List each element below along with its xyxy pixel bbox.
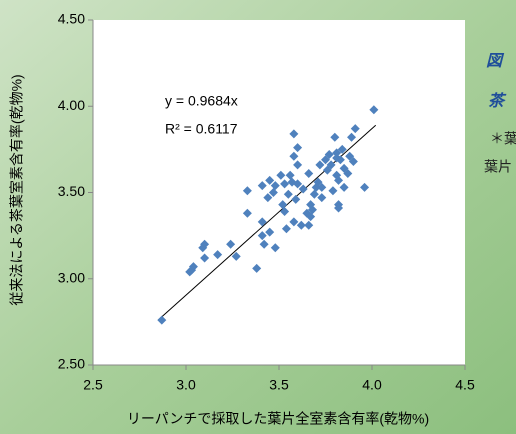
x-tick-label: 3.0 bbox=[176, 377, 196, 393]
x-tick-label: 4.0 bbox=[362, 377, 382, 393]
y-tick-label: 3.50 bbox=[58, 183, 85, 199]
y-tick-label: 3.00 bbox=[58, 269, 85, 285]
y-tick-label: 4.00 bbox=[58, 97, 85, 113]
x-axis-label: リーパンチで採取した葉片全室素含有率(乾物%) bbox=[127, 411, 429, 427]
chart: リーパンチで採取した葉片全室素含有率(乾物%) 従来法による茶葉室素含有率(乾物… bbox=[0, 0, 516, 434]
x-tick-label: 2.5 bbox=[83, 377, 103, 393]
r-squared: R² = 0.6117 bbox=[165, 121, 238, 137]
y-tick-label: 2.50 bbox=[58, 356, 85, 372]
x-tick-label: 4.5 bbox=[455, 377, 475, 393]
x-tick-label: 3.5 bbox=[269, 377, 289, 393]
page: リーパンチで採取した葉片全室素含有率(乾物%) 従来法による茶葉室素含有率(乾物… bbox=[0, 0, 516, 434]
plot-area bbox=[93, 20, 465, 365]
y-axis-label: 従来法による茶葉室素含有率(乾物%) bbox=[9, 74, 25, 305]
side-note: 葉片 bbox=[484, 159, 512, 175]
side-note: ＊葉 bbox=[490, 131, 516, 147]
y-tick-label: 4.50 bbox=[58, 11, 85, 27]
equation: y = 0.9684x bbox=[165, 93, 238, 109]
